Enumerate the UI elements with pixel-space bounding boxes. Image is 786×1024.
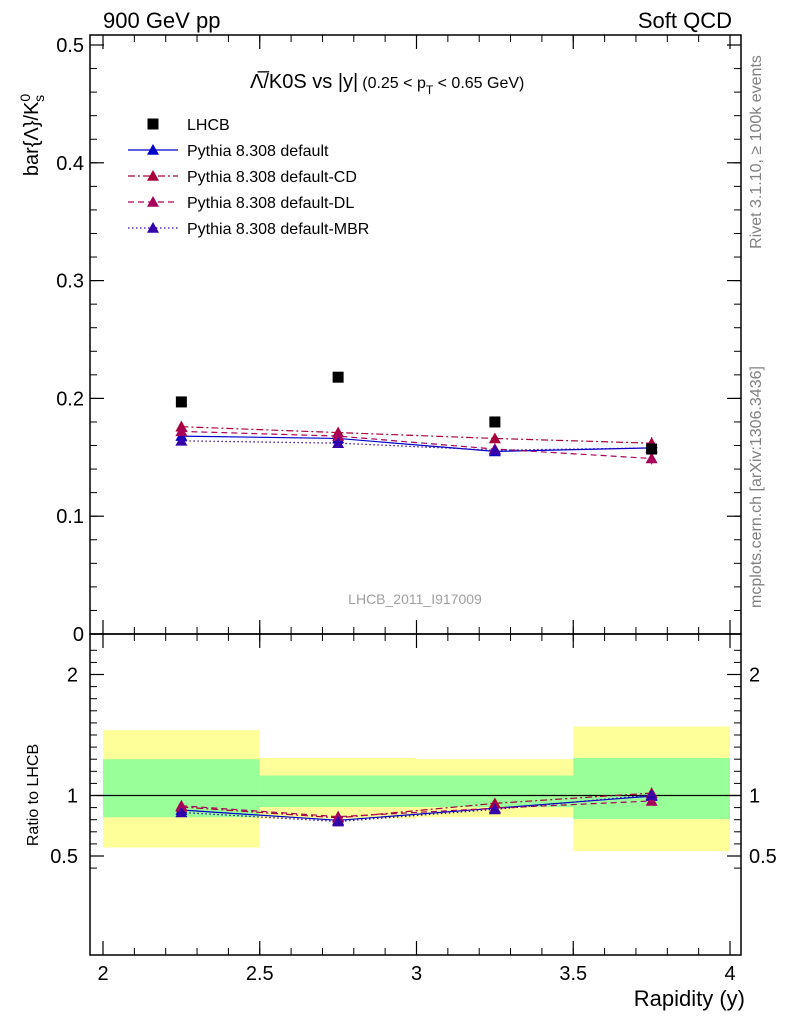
analysis-id-label: LHCB_2011_I917009 (348, 591, 482, 607)
main-y-tick-label: 0.4 (56, 153, 84, 175)
x-tick-label: 3.5 (559, 963, 587, 985)
ratio-y-axis-label: Ratio to LHCB (25, 744, 42, 846)
data-marker (175, 396, 187, 408)
ratio-line (181, 794, 652, 823)
legend-series-label: Pythia 8.308 default-DL (187, 195, 354, 212)
data-marker (646, 443, 658, 455)
x-axis-label: Rapidity (y) (634, 986, 745, 1011)
series-line (181, 430, 652, 460)
main-y-tick-label: 0 (73, 624, 84, 646)
y-label-superscript: 0 (17, 94, 33, 102)
legend-data-label: LHCB (187, 117, 230, 134)
header-process-label: Soft QCD (637, 8, 732, 33)
title-cut: (0.25 < p (362, 75, 426, 92)
series-marker (332, 437, 345, 448)
header-collision-label: 900 GeV pp (103, 8, 221, 33)
main-y-tick-label: 0.2 (56, 388, 84, 410)
ratio-y-tick-label-right: 1 (749, 786, 760, 808)
series-line (181, 426, 652, 444)
x-tick-label: 2.5 (246, 963, 274, 985)
main-y-tick-label: 0.5 (56, 35, 84, 57)
ratio-plot-frame (89, 633, 742, 956)
legend-series-marker (147, 170, 159, 181)
ratio-marker (175, 799, 188, 811)
series-line (181, 440, 652, 451)
ratio-marker (645, 794, 658, 806)
legend-series-label: Pythia 8.308 default (187, 143, 329, 160)
main-y-axis-label: bar{Λ}/K0s (17, 94, 47, 177)
ratio-marker (645, 788, 658, 800)
legend-series-marker (147, 222, 159, 233)
main-data-points (175, 371, 658, 455)
ratio-y-tick-label-right: 0.5 (749, 846, 777, 868)
legend: LHCB Pythia 8.308 default Pythia 8.308 def… (128, 117, 369, 238)
series-marker (488, 444, 501, 456)
rivet-version-label: Rivet 3.1.10, ≥ 100k events (748, 55, 765, 249)
ratio-line (181, 800, 652, 818)
title-cut-subscript: T (426, 83, 434, 97)
y-label-main: bar{Λ}/K (21, 101, 43, 176)
legend-series-marker (147, 144, 159, 155)
legend-data-marker (147, 118, 159, 130)
legend-series-label: Pythia 8.308 default-MBR (187, 221, 369, 238)
x-tick-label: 4 (724, 963, 735, 985)
ratio-inner-band (259, 775, 417, 807)
series-marker (175, 425, 188, 437)
chart-title: Λ̅/K0S vs |y| (0.25 < pT < 0.65 GeV) (250, 70, 524, 97)
mcplots-credit-label: mcplots.cern.ch [arXiv:1306.3436] (748, 366, 765, 608)
ratio-series-4 (175, 788, 658, 827)
ratio-y-tick-label-left: 0.5 (50, 846, 78, 868)
ratio-line (181, 792, 652, 819)
main-y-tick-label: 0.1 (56, 506, 84, 528)
series-marker (645, 452, 658, 464)
data-marker (489, 416, 501, 428)
ratio-y-tick-label-right: 2 (749, 665, 760, 687)
series-line (181, 435, 652, 453)
x-tick-label: 3 (411, 963, 422, 985)
ratio-marker (175, 806, 188, 818)
ratio-marker (332, 815, 345, 827)
ratio-marker (488, 803, 501, 815)
legend-series-marker (147, 196, 159, 207)
data-marker (332, 371, 344, 383)
series-marker (488, 432, 501, 444)
y-label-subscript: s (31, 95, 47, 102)
title-cut-end: < 0.65 GeV) (433, 75, 524, 92)
ratio-y-tick-label-left: 2 (67, 665, 78, 687)
ratio-y-tick-label-left: 1 (67, 786, 78, 808)
series-marker (175, 434, 188, 446)
series-marker (332, 430, 345, 441)
x-tick-label: 2 (97, 963, 108, 985)
title-main: Λ̅/K0S vs |y| (250, 70, 358, 93)
main-y-tick-label: 0.3 (56, 271, 84, 293)
legend-series-label: Pythia 8.308 default-CD (187, 169, 357, 186)
